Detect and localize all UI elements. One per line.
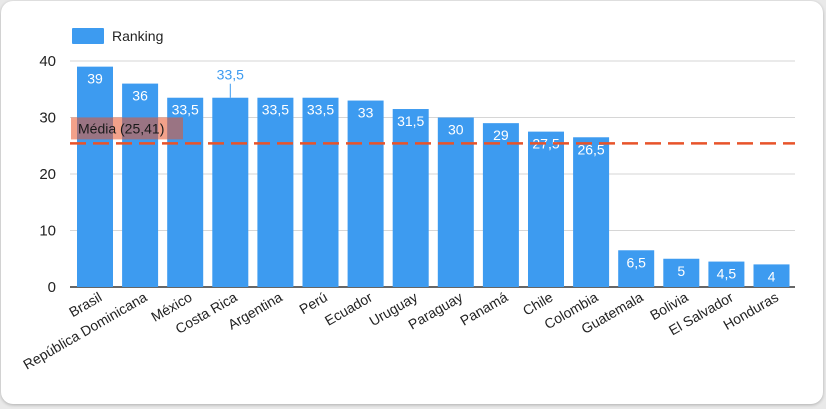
bar-value-label: 36	[132, 88, 148, 104]
y-tick-label: 30	[39, 110, 56, 127]
mean-label: Média (25,41)	[78, 120, 164, 136]
legend-label: Ranking	[112, 28, 163, 44]
bar-value-label: 6,5	[626, 254, 646, 270]
bar-value-label: 39	[87, 71, 103, 87]
bar-value-label: 33,5	[172, 102, 199, 118]
mean-label-background	[71, 117, 183, 140]
mean-line-group: Média (25,41)	[70, 117, 795, 145]
bar[interactable]	[573, 137, 610, 287]
bar-value-label: 27,5	[532, 136, 559, 152]
bar[interactable]	[257, 97, 294, 287]
y-tick-label: 40	[39, 53, 56, 70]
bar-value-label: 26,5	[577, 141, 604, 157]
bar[interactable]	[302, 97, 339, 287]
bar-value-label: 33,5	[307, 102, 334, 118]
bar-value-label: 29	[493, 127, 509, 143]
bar[interactable]	[663, 258, 700, 287]
bar[interactable]	[482, 123, 519, 288]
bars	[77, 66, 790, 288]
y-axis: 0 10 20 30 40	[39, 53, 56, 296]
x-tick-label: Ecuador	[322, 289, 375, 329]
bar[interactable]	[347, 100, 384, 287]
bar-value-label: 4,5	[717, 266, 737, 282]
y-tick-label: 0	[48, 279, 56, 296]
bar[interactable]	[212, 97, 249, 287]
bar[interactable]	[122, 83, 159, 287]
bar-value-label: 33,5	[262, 102, 289, 118]
bar-value-label: 33	[358, 105, 374, 121]
legend-swatch	[72, 28, 104, 44]
bar[interactable]	[708, 261, 745, 287]
y-tick-label: 10	[39, 223, 56, 240]
bar[interactable]	[528, 131, 564, 287]
bar-value-label: 33,5	[217, 67, 244, 83]
x-tick-label: Panamá	[457, 289, 510, 329]
bar[interactable]	[618, 250, 655, 287]
bar-value-labels: 39 36 33,5 33,5 33,5 33,5 33 31,5 30 29 27,5 26,5 6,…	[87, 67, 775, 285]
bar-value-label: 31,5	[397, 113, 424, 129]
bar[interactable]	[753, 264, 790, 287]
bar-value-label: 30	[448, 122, 464, 138]
bar[interactable]	[77, 66, 113, 288]
legend[interactable]: Ranking	[72, 28, 163, 44]
bar-value-label: 5	[677, 263, 685, 279]
y-tick-label: 20	[39, 166, 56, 183]
bar-value-label: 4	[768, 268, 776, 284]
bar[interactable]	[437, 117, 474, 288]
bar[interactable]	[392, 109, 429, 288]
